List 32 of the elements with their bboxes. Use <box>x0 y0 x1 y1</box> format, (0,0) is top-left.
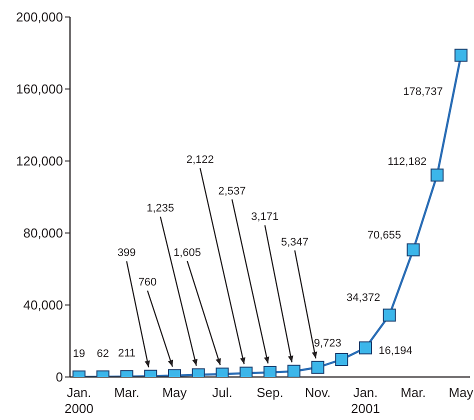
data-label: 112,182 <box>388 156 427 168</box>
data-label: 211 <box>118 348 136 360</box>
x-tick-label: Mar. <box>114 385 140 400</box>
x-tick-label: May <box>448 385 474 400</box>
x-tick-label: May <box>162 385 188 400</box>
data-label: 19 <box>72 348 86 360</box>
data-label: 34,372 <box>346 292 380 304</box>
y-tick-label: 160,000 <box>16 82 63 97</box>
data-label: 3,171 <box>251 211 279 224</box>
data-label: 1,235 <box>146 202 174 215</box>
data-label: 1,605 <box>173 247 202 260</box>
x-tick-label: Jan. 2001 <box>351 385 380 416</box>
data-label: 760 <box>138 276 157 289</box>
x-tick-label: Jan. 2000 <box>64 385 94 416</box>
x-tick-label: Nov. <box>304 385 331 400</box>
x-tick-label: Sep. <box>256 385 284 400</box>
y-tick-label: 200,000 <box>16 10 63 25</box>
x-tick-label: Jul. <box>212 385 232 400</box>
data-label: 16,194 <box>378 344 412 357</box>
y-tick-label: 0 <box>56 370 63 385</box>
data-label: 9,723 <box>314 337 342 350</box>
data-label: 70,655 <box>367 230 402 242</box>
y-tick-label: 40,000 <box>23 298 63 313</box>
x-tick-label: Mar. <box>400 385 426 400</box>
data-label: 2,537 <box>218 185 246 198</box>
data-label: 62 <box>96 348 109 360</box>
data-label: 399 <box>117 247 136 260</box>
data-label: 2,122 <box>186 154 214 166</box>
y-tick-label: 120,000 <box>16 154 63 169</box>
data-label: 5,347 <box>280 236 309 248</box>
data-label: 178,737 <box>403 86 443 98</box>
y-tick-label: 80,000 <box>23 226 63 241</box>
